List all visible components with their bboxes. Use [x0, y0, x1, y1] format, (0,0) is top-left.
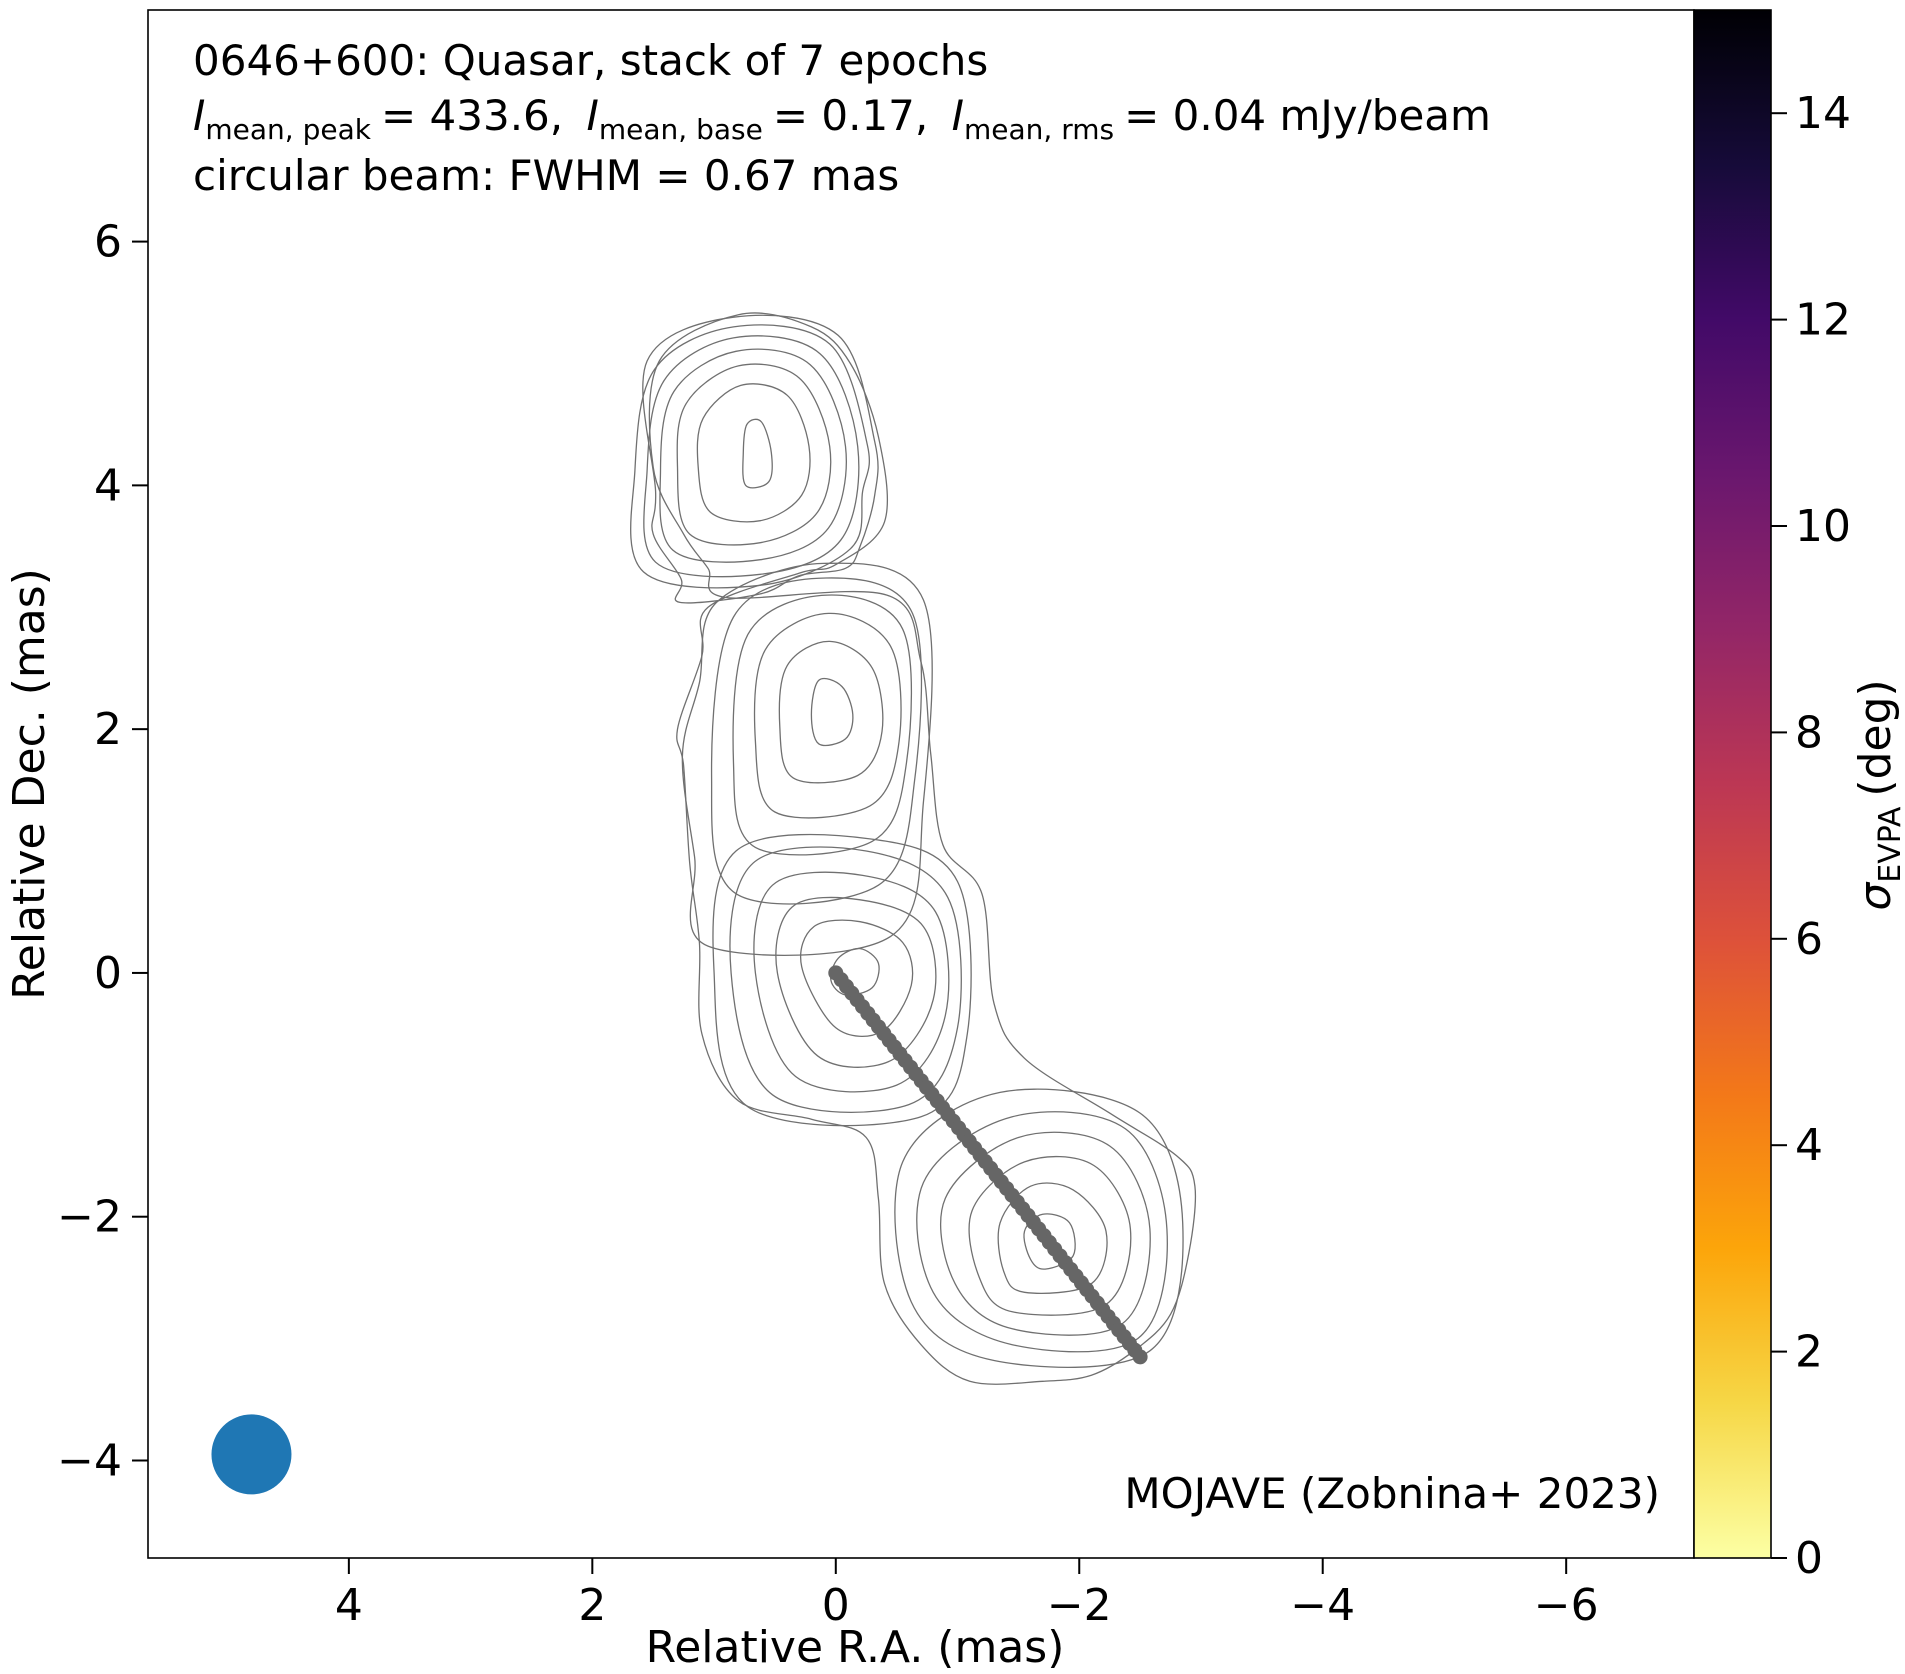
y-tick-label: 2: [94, 704, 122, 755]
colorbar-tick-label: 0: [1795, 1533, 1823, 1584]
contour-line: [916, 1111, 1168, 1353]
contour-line: [997, 1182, 1108, 1294]
x-axis-label: Relative R.A. (mas): [646, 1622, 1065, 1673]
colorbar-tick-label: 12: [1795, 295, 1851, 346]
contour-line: [659, 348, 847, 563]
colorbar-tick-label: 4: [1795, 1120, 1823, 1171]
contour-line: [894, 1088, 1184, 1369]
contour-line: [710, 577, 923, 905]
title-line-3: circular beam: FWHM = 0.67 mas: [193, 151, 899, 200]
title-line-2: Imean, peak = 433.6, Imean, base = 0.17, I…: [193, 91, 1491, 146]
colorbar-tick-label: 10: [1795, 501, 1851, 552]
contour-line: [732, 594, 913, 856]
x-tick-label: −6: [1534, 1580, 1599, 1631]
y-axis-label: Relative Dec. (mas): [4, 568, 55, 1000]
contour-line: [830, 947, 880, 996]
contour-line: [778, 640, 884, 784]
contour-line: [1023, 1213, 1076, 1270]
contour-line: [729, 846, 962, 1113]
contour-line-outer: [648, 312, 1197, 1385]
contour-line: [742, 418, 773, 489]
y-tick-label: 0: [94, 948, 122, 999]
contour-line: [712, 833, 972, 1127]
colorbar-tick-label: 6: [1795, 914, 1823, 965]
contour-line: [753, 612, 902, 819]
contour-line: [810, 677, 854, 747]
plot-background: [148, 10, 1694, 1558]
contour-line: [696, 383, 811, 523]
x-tick-label: 4: [335, 1580, 363, 1631]
contour-line: [940, 1131, 1151, 1336]
y-tick-label: 6: [94, 217, 122, 268]
x-tick-label: −4: [1290, 1580, 1355, 1631]
beam-ellipse: [211, 1414, 292, 1495]
title-line-1: 0646+600: Quasar, stack of 7 epochs: [193, 36, 988, 85]
colorbar-tick-label: 8: [1795, 707, 1823, 758]
x-tick-label: 2: [578, 1580, 606, 1631]
contour-line: [643, 335, 860, 578]
colorbar-label: σEVPA(deg): [1850, 679, 1905, 910]
contour-line: [676, 363, 832, 546]
credit-label: MOJAVE (Zobnina+ 2023): [1124, 1469, 1660, 1518]
y-tick-label: −4: [57, 1435, 122, 1486]
colorbar: [1693, 9, 1772, 1559]
contour-line: [753, 871, 950, 1093]
y-axis: 6 4 2 0 −2 −4: [57, 217, 148, 1486]
contour-line: [642, 314, 879, 604]
x-axis: 4 2 0 −2 −4 −6: [335, 1558, 1599, 1631]
colorbar-axis: 0 2 4 6 8 10 12 14: [1771, 88, 1851, 1584]
contour-map: [630, 312, 1197, 1385]
colorbar-tick-label: 2: [1795, 1327, 1823, 1378]
y-tick-label: 4: [94, 460, 122, 511]
x-tick-label: 0: [822, 1580, 850, 1631]
ridgeline-points: [828, 965, 1148, 1365]
y-tick-label: −2: [57, 1192, 122, 1243]
ridgeline-point: [1132, 1349, 1148, 1365]
colorbar-tick-label: 14: [1795, 88, 1851, 139]
x-tick-label: −2: [1047, 1580, 1112, 1631]
